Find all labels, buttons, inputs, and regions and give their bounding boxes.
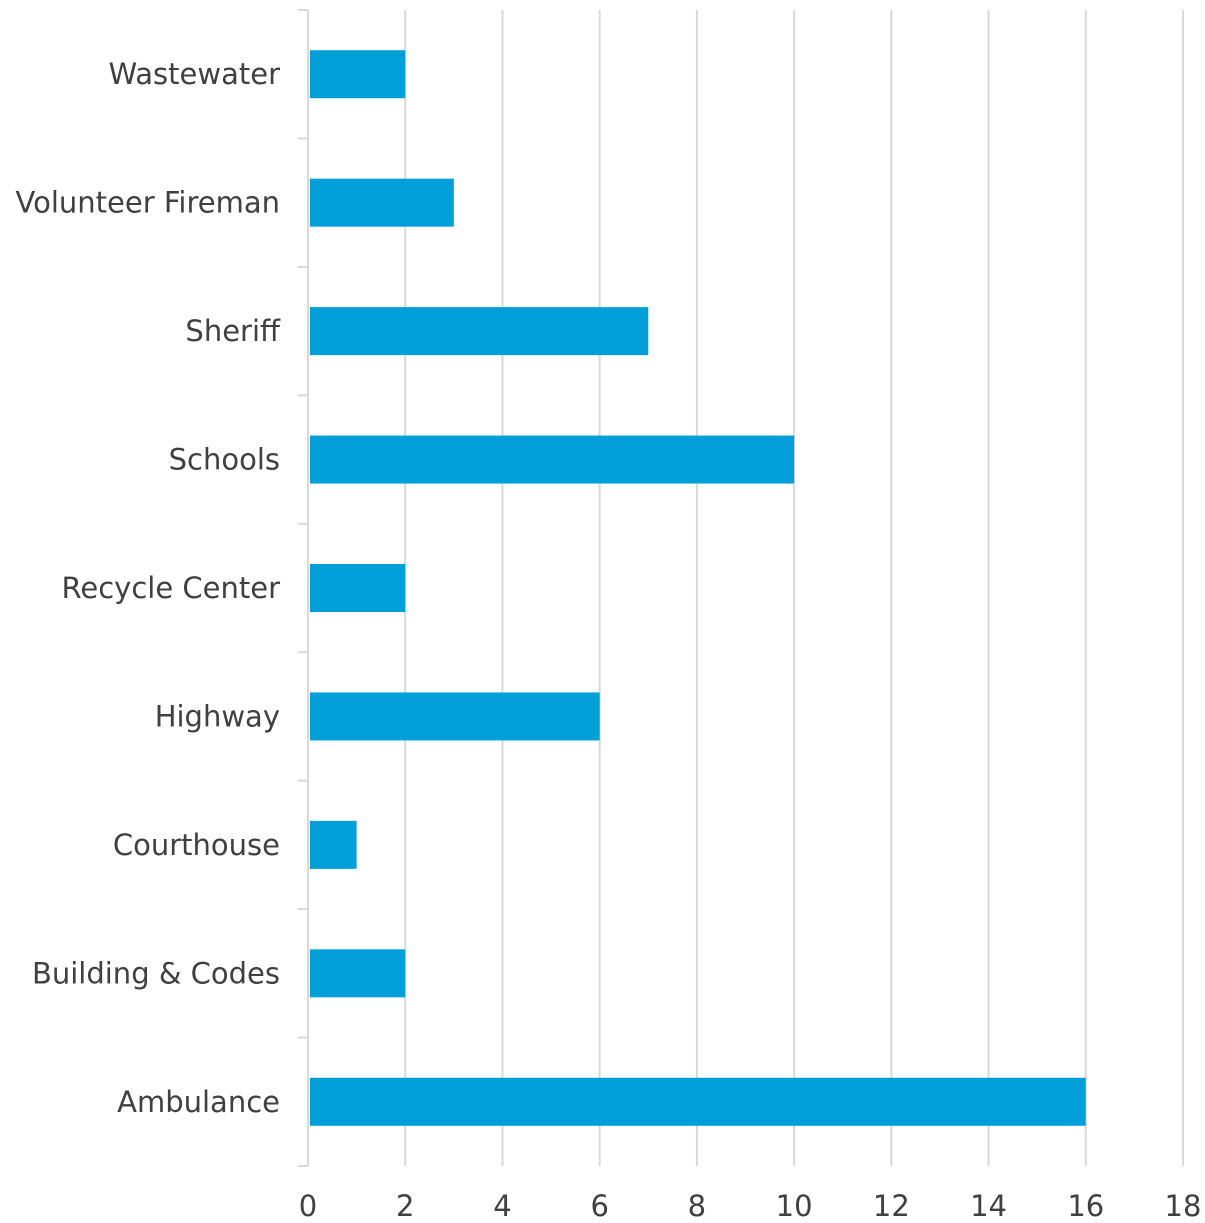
category-label: Ambulance bbox=[117, 1085, 280, 1119]
bar bbox=[310, 820, 357, 869]
category-label: Volunteer Fireman bbox=[16, 186, 281, 220]
bar bbox=[310, 949, 406, 998]
x-tick-label: 18 bbox=[1165, 1189, 1202, 1223]
x-tick-label: 0 bbox=[299, 1189, 317, 1223]
bar bbox=[310, 692, 600, 741]
bar bbox=[310, 1077, 1086, 1126]
category-label: Courthouse bbox=[113, 828, 280, 862]
category-label: Highway bbox=[155, 699, 280, 733]
x-tick-label: 4 bbox=[493, 1189, 511, 1223]
x-tick-label: 14 bbox=[970, 1189, 1007, 1223]
bar bbox=[310, 435, 795, 484]
x-tick-label: 6 bbox=[590, 1189, 608, 1223]
category-label: Sheriff bbox=[185, 314, 281, 348]
bar bbox=[310, 564, 406, 612]
x-tick-labels: 0 2 4 6 8 10 12 14 16 18 bbox=[299, 1189, 1202, 1223]
x-tick-label: 2 bbox=[396, 1189, 414, 1223]
x-tick-label: 8 bbox=[688, 1189, 706, 1223]
x-tick-label: 16 bbox=[1067, 1189, 1104, 1223]
category-label: Wastewater bbox=[108, 57, 280, 91]
category-label: Building & Codes bbox=[32, 956, 280, 990]
bar bbox=[310, 50, 406, 99]
category-label: Recycle Center bbox=[62, 571, 281, 605]
category-label: Schools bbox=[169, 443, 280, 477]
x-tick-label: 12 bbox=[873, 1189, 910, 1223]
bars bbox=[310, 50, 1086, 1126]
x-tick-label: 10 bbox=[776, 1189, 813, 1223]
bar bbox=[310, 178, 454, 227]
category-labels: Wastewater Volunteer Fireman Sheriff School… bbox=[16, 57, 282, 1119]
category-axis bbox=[298, 9, 309, 1167]
bar bbox=[310, 307, 649, 356]
gridlines bbox=[404, 10, 1184, 1166]
